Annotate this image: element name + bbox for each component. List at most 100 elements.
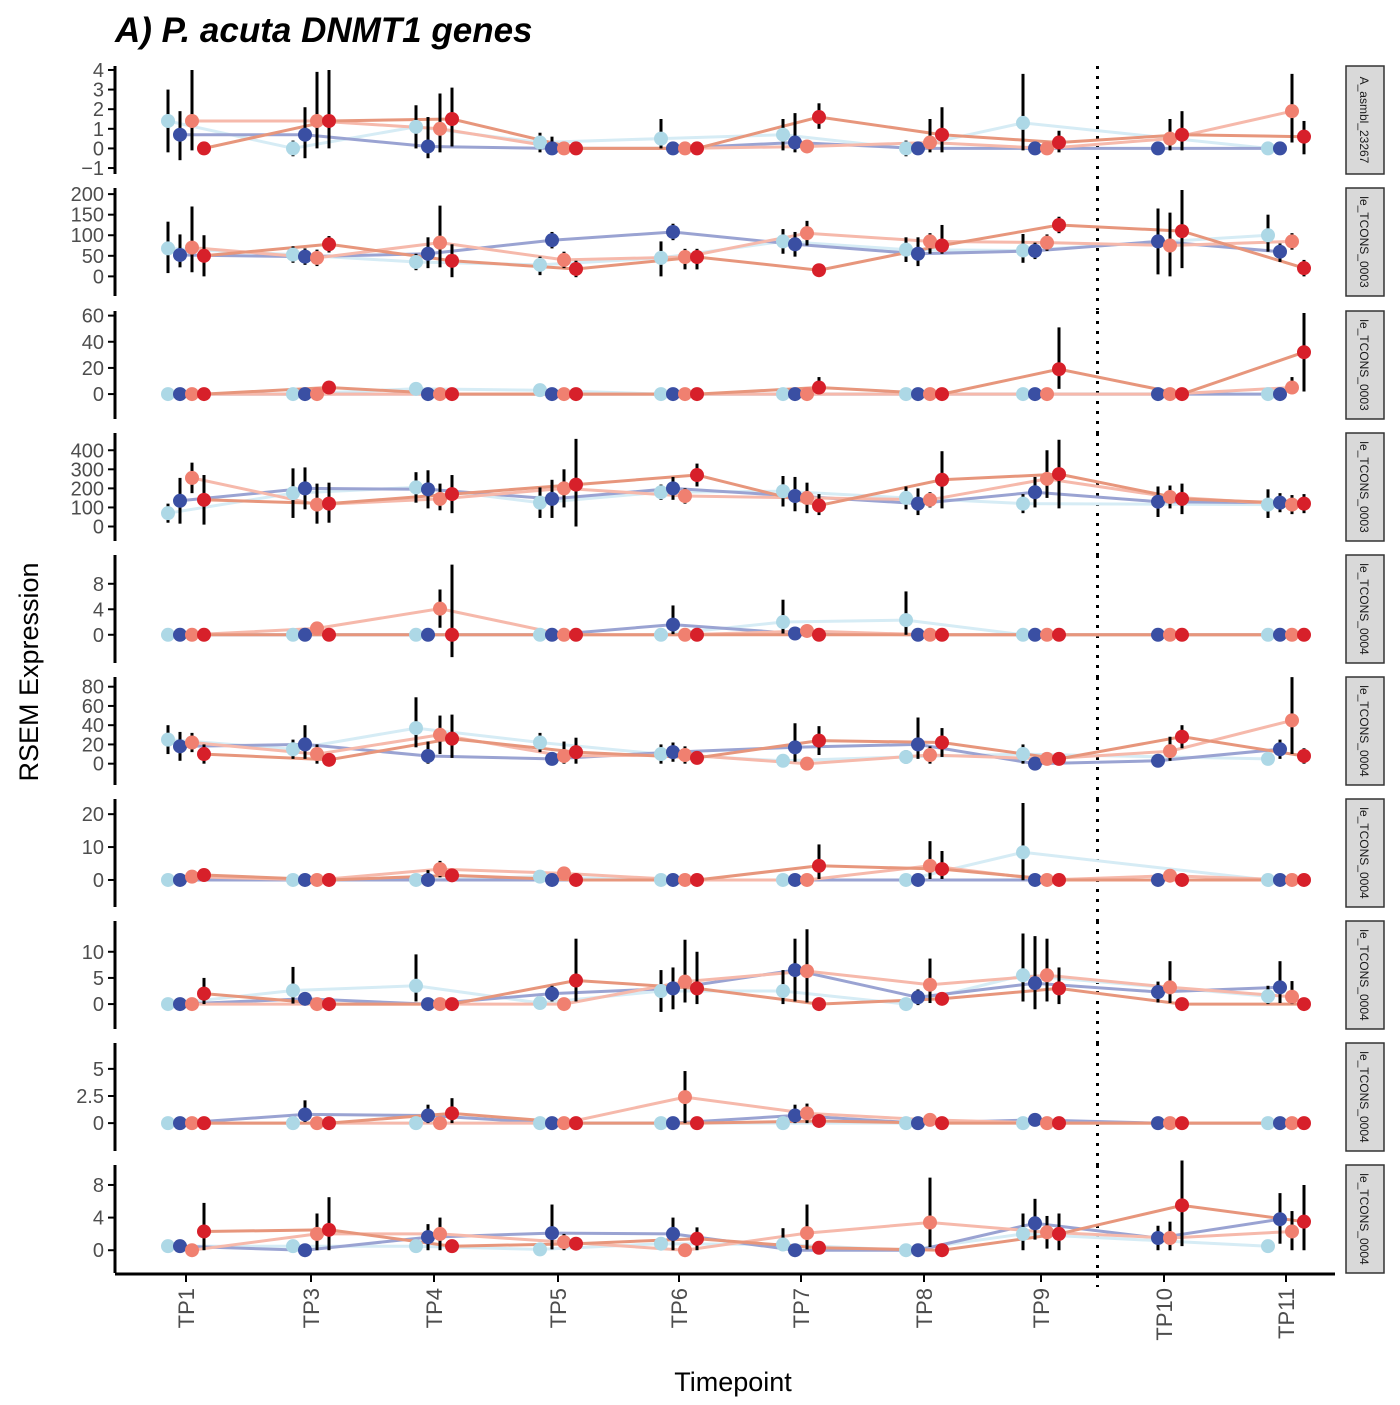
data-point <box>298 1243 312 1258</box>
data-point <box>298 127 312 142</box>
data-point <box>899 872 913 887</box>
data-point <box>800 387 814 402</box>
data-point <box>1273 980 1287 995</box>
data-point <box>1297 748 1311 763</box>
data-point <box>421 872 435 887</box>
data-point <box>286 141 300 156</box>
data-point <box>185 1116 199 1131</box>
data-point <box>776 872 790 887</box>
data-point <box>1163 387 1177 402</box>
data-point <box>173 627 187 642</box>
data-point <box>298 1107 312 1122</box>
data-point <box>776 234 790 249</box>
data-point <box>569 477 583 492</box>
facet-strip-label: A_asmbl_23267 <box>1357 77 1371 164</box>
data-point <box>935 238 949 253</box>
data-point <box>666 745 680 760</box>
data-point <box>545 387 559 402</box>
data-point <box>1052 751 1066 766</box>
data-point <box>1273 742 1287 757</box>
data-point <box>286 627 300 642</box>
data-point <box>545 627 559 642</box>
data-point <box>1273 244 1287 259</box>
data-point <box>557 627 571 642</box>
data-point <box>800 226 814 241</box>
data-point <box>1163 131 1177 146</box>
data-point <box>788 1108 802 1123</box>
data-point <box>1273 627 1287 642</box>
data-point <box>776 615 790 630</box>
data-point <box>197 1116 211 1131</box>
data-point <box>654 627 668 642</box>
data-point <box>1016 387 1030 402</box>
data-point <box>161 872 175 887</box>
y-tick-label: 5 <box>93 1059 104 1081</box>
data-point <box>1175 387 1189 402</box>
data-point <box>545 986 559 1001</box>
data-point <box>788 387 802 402</box>
facet-panel-10: 0 4 8 le_TCONS_0004 <box>93 1160 1385 1287</box>
data-point <box>1151 141 1165 156</box>
y-tick-label: 0 <box>93 266 104 288</box>
data-point <box>173 872 187 887</box>
data-point <box>421 482 435 497</box>
data-point <box>666 141 680 156</box>
data-point <box>1163 1116 1177 1131</box>
data-point <box>1040 387 1054 402</box>
data-point <box>569 627 583 642</box>
data-point <box>800 490 814 505</box>
data-point <box>1273 141 1287 156</box>
data-point <box>899 749 913 764</box>
data-point <box>421 997 435 1012</box>
data-point <box>545 1116 559 1131</box>
facet-panel-5: 0 4 8 le_TCONS_0004 <box>93 554 1385 677</box>
data-point <box>812 627 826 642</box>
data-point <box>286 1116 300 1131</box>
data-point <box>445 868 459 883</box>
data-point <box>776 127 790 142</box>
data-point <box>1261 387 1275 402</box>
x-tick-label: TP4 <box>422 1288 447 1328</box>
data-point <box>899 141 913 156</box>
facet-strip <box>1345 65 1385 175</box>
series-line-4 <box>203 472 1305 508</box>
data-point <box>1285 1116 1299 1131</box>
data-point <box>788 963 802 978</box>
data-point <box>421 387 435 402</box>
y-tick-label: 4 <box>93 1208 104 1230</box>
facet-strip-label: le_TCONS_0003 <box>1357 319 1371 411</box>
data-point <box>409 1116 423 1131</box>
data-point <box>1016 968 1030 983</box>
y-tick-label: 50 <box>82 246 104 268</box>
data-point <box>161 627 175 642</box>
series-line-4 <box>203 350 1305 396</box>
data-point <box>310 387 324 402</box>
data-point <box>409 381 423 396</box>
data-point <box>310 997 324 1012</box>
data-point <box>310 747 324 762</box>
data-point <box>1028 756 1042 771</box>
data-point <box>1163 1230 1177 1245</box>
data-point <box>654 131 668 146</box>
facet-strip <box>1345 187 1385 297</box>
data-point <box>433 387 447 402</box>
facet-strip <box>1345 1164 1385 1274</box>
data-point <box>1273 1212 1287 1227</box>
data-point <box>1163 627 1177 642</box>
y-tick-label: 20 <box>82 734 104 756</box>
data-point <box>1040 968 1054 983</box>
data-point <box>923 1112 937 1127</box>
data-point <box>666 1226 680 1241</box>
data-point <box>935 1116 949 1131</box>
data-point <box>557 866 571 881</box>
data-point <box>678 489 692 504</box>
series-line-2 <box>179 1112 1280 1125</box>
facet-panel-9: 0 2.5 5 le_TCONS_0004 <box>76 1042 1385 1165</box>
data-point <box>173 1116 187 1131</box>
data-point <box>899 613 913 628</box>
y-tick-label: 300 <box>71 459 104 481</box>
data-point <box>812 997 826 1012</box>
data-point <box>1163 744 1177 759</box>
data-point <box>1175 491 1189 506</box>
